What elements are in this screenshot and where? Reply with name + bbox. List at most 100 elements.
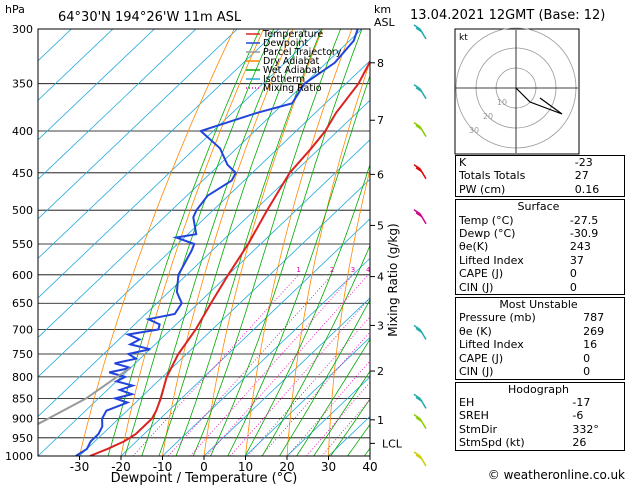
index-row: CIN (J) 0 [456, 281, 621, 294]
wind-barb [413, 393, 427, 409]
index-value: -30.9 [569, 227, 599, 241]
dry-adiabat [286, 60, 370, 456]
pressure-tick-label: 600 [12, 269, 33, 282]
temp-tick-label: -30 [70, 460, 90, 474]
dry-adiabat [369, 430, 370, 456]
isotherm-line [244, 336, 370, 456]
isotherm-line [38, 29, 280, 259]
datetime-title: 13.04.2021 12GMT (Base: 12) [410, 8, 606, 23]
most-unstable-table: Most Unstable Pressure (mb) 787 θe (K) 269 Li… [456, 298, 621, 378]
most-unstable-box: Most Unstable Pressure (mb) 787 θe (K) 269 Li… [455, 297, 625, 380]
index-value: 0 [583, 365, 591, 379]
wet-adiabat [296, 338, 370, 456]
hodograph-ring-label: 20 [483, 112, 493, 121]
wind-barb [413, 84, 427, 100]
wet-adiabat [227, 74, 370, 456]
index-row: EH -17 [456, 396, 621, 409]
index-value: 0 [569, 280, 577, 294]
index-label: CAPE (J) [459, 267, 504, 281]
mixing-ratio-line [247, 316, 370, 456]
index-value: 787 [583, 311, 605, 325]
index-row: θe(K) 243 [456, 240, 621, 253]
chart-grid: 1 2 3 4 6 8 10 15 20 25 [38, 29, 449, 456]
chart-series [38, 29, 370, 456]
pressure-tick-label: 750 [12, 348, 33, 361]
hodograph-unit: kt [459, 33, 468, 43]
wet-adiabat [347, 423, 370, 456]
km-tick-label: 8 [377, 57, 384, 70]
general-indices-box: K -23 Totals Totals 27 PW (cm) 0.16 [455, 155, 625, 198]
mixing-ratio-line [321, 398, 370, 456]
wet-adiabat [124, 29, 275, 456]
index-value: 269 [583, 324, 605, 338]
temp-tick-label: 30 [321, 460, 336, 474]
pressure-tick-label: 500 [12, 204, 33, 217]
dry-adiabat [79, 29, 235, 456]
wind-barb [413, 324, 427, 340]
isotherm-line [38, 29, 321, 299]
km-tick-label: 5 [377, 219, 384, 232]
pressure-tick-label: 350 [12, 78, 33, 91]
wind-barb [413, 413, 427, 429]
wind-barb [413, 121, 427, 137]
index-label: Dewp (°C) [459, 227, 516, 241]
pressure-tick-label: 650 [12, 297, 33, 310]
index-row: Temp (°C) -27.5 [456, 214, 621, 227]
lcl-label: LCL [382, 437, 403, 450]
pressure-tick-label: 550 [12, 238, 33, 251]
section-title: Surface [517, 200, 560, 214]
index-row: Lifted Index 37 [456, 254, 621, 267]
wet-adiabat [158, 29, 305, 456]
pressure-tick-label: 300 [12, 23, 33, 36]
legend-label: Dewpoint [263, 38, 308, 49]
index-row: K -23 [456, 156, 621, 169]
index-row: CAPE (J) 0 [456, 352, 621, 365]
index-label: Totals Totals [459, 169, 526, 183]
km-tick-label: 4 [377, 271, 384, 284]
wet-adiabat [210, 29, 363, 456]
index-value: 26 [572, 436, 587, 450]
index-label: Pressure (mb) [459, 311, 536, 325]
pressure-tick-label: 700 [12, 324, 33, 337]
pressure-tick-label: 950 [12, 432, 33, 445]
km-tick-label: 6 [377, 168, 384, 181]
index-row: CIN (J) 0 [456, 365, 621, 378]
index-value: 0 [569, 267, 577, 281]
mixing-ratio-axis-label: Mixing Ratio (g/kg) [386, 223, 400, 336]
legend-label: Wet Adiabat [263, 65, 321, 76]
km-unit-label: km [374, 3, 391, 16]
legend-label: Isotherm [263, 74, 305, 85]
dry-adiabat [162, 29, 294, 456]
mixing-ratio-label: 1 [296, 266, 300, 274]
index-label: EH [459, 395, 475, 409]
hodograph-trace [515, 87, 563, 115]
index-row: Totals Totals 27 [456, 169, 621, 182]
isotherm-line [38, 99, 370, 418]
wet-adiabat [244, 163, 370, 456]
isotherm-line [203, 297, 370, 456]
dry-adiabat [203, 29, 323, 456]
wet-adiabat [261, 244, 370, 456]
index-label: PW (cm) [459, 182, 506, 196]
km-tick-label: 1 [377, 414, 384, 427]
isotherm-line [38, 29, 238, 220]
index-value: -6 [572, 409, 584, 423]
temp-tick-label: 10 [238, 460, 253, 474]
dry-adiabat [328, 167, 370, 456]
temp-tick-label: 40 [362, 460, 377, 474]
isotherm-line [286, 376, 370, 456]
isotherm-line [38, 139, 370, 456]
series-temperature [89, 59, 370, 456]
isotherm-line [161, 257, 370, 456]
index-label: CIN (J) [459, 365, 494, 379]
index-label: θe(K) [459, 240, 489, 254]
legend-label: Mixing Ratio [263, 83, 322, 94]
index-value: -23 [574, 156, 593, 169]
mixing-ratio-label: 3 [351, 266, 355, 274]
temp-tick-label: 20 [279, 460, 294, 474]
mixing-ratio-label: 15 [440, 266, 449, 274]
index-row: Dewp (°C) -30.9 [456, 227, 621, 240]
isotherm-line [38, 29, 114, 101]
wet-adiabat [279, 298, 370, 456]
wet-adiabat [192, 29, 342, 456]
